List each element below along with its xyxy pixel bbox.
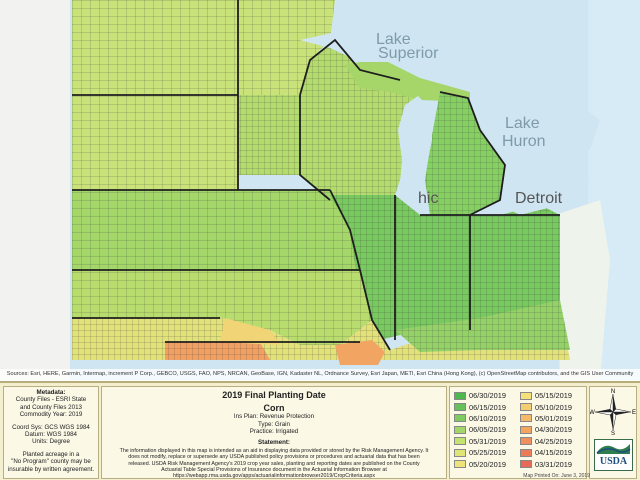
legend-column-1: 06/30/2019 06/15/2019 06/10/2019 06/05/2… — [454, 390, 518, 470]
compass-rose-icon: N S E W — [589, 389, 636, 437]
lake-michigan — [398, 96, 432, 220]
practice: Practice: Irrigated — [249, 428, 299, 436]
legend-swatch — [520, 403, 532, 412]
legend-swatch — [454, 414, 466, 423]
legend-swatch — [454, 448, 466, 457]
legend-label: 06/15/2019 — [469, 402, 506, 412]
map-footer: Metadata: County Files - ESRI State and … — [0, 381, 640, 480]
label-lake-huron: Lake — [505, 115, 540, 132]
metadata-line: Commodity Year: 2019 — [19, 411, 83, 419]
legend-swatch — [520, 414, 532, 423]
legend-item: 03/31/2019 — [520, 458, 584, 469]
printed-date: Map Printed On: June 3, 2019 — [523, 473, 590, 479]
legend-swatch — [520, 425, 532, 434]
legend-label: 05/10/2019 — [535, 402, 572, 412]
logo-box: N S E W USDA — [589, 386, 637, 479]
legend-swatch — [454, 437, 466, 446]
region-yellow-orange — [220, 318, 280, 345]
legend-label: 05/25/2019 — [469, 448, 506, 458]
label-lake-huron-2: Huron — [502, 133, 546, 150]
metadata-line: Datum: WGS 1984 — [25, 431, 77, 439]
legend-item: 06/15/2019 — [454, 401, 518, 412]
metadata-line: and County Files 2013 — [20, 403, 82, 411]
legend-swatch — [520, 460, 532, 469]
legend-label: 05/01/2019 — [535, 413, 572, 423]
label-lake-superior: Lake — [376, 31, 411, 48]
map-canvas[interactable]: Lake Superior Lake Huron Detroit hic — [0, 0, 640, 380]
legend-item: 05/31/2019 — [454, 436, 518, 447]
legend-item: 06/30/2019 — [454, 390, 518, 401]
metadata-line: Planted acreage in a — [22, 450, 80, 458]
metadata-title: Metadata: — [36, 389, 66, 396]
legend-swatch — [454, 460, 466, 469]
metadata-line: "No Program" county may be — [11, 458, 91, 466]
map-info-box: 2019 Final Planting Date Corn Ins Plan: … — [101, 386, 447, 479]
label-lake-superior-2: Superior — [378, 45, 439, 62]
legend-label: 05/31/2019 — [469, 436, 506, 446]
label-detroit: Detroit — [515, 190, 563, 207]
usda-logo-text: USDA — [599, 456, 628, 467]
legend-swatch — [454, 403, 466, 412]
map-crop: Corn — [263, 403, 285, 413]
statement-header: Statement: — [258, 438, 290, 446]
legend-item: 05/25/2019 — [454, 447, 518, 458]
usda-logo: USDA — [594, 439, 633, 471]
compass-e: E — [632, 410, 636, 416]
map-panel[interactable]: Lake Superior Lake Huron Detroit hic Sou… — [0, 0, 640, 380]
ins-plan: Ins Plan: Revenue Protection — [233, 413, 315, 420]
compass-n: N — [611, 389, 615, 395]
legend-swatch — [520, 391, 532, 400]
legend-label: 05/15/2019 — [535, 391, 572, 401]
lake-erie — [500, 175, 590, 215]
lake-huron — [475, 80, 600, 160]
legend-swatch — [454, 391, 466, 400]
compass-w: W — [590, 410, 595, 416]
region-orange-east — [335, 340, 385, 365]
legend-label: 05/20/2019 — [469, 459, 506, 469]
metadata-line: insurable by written agreement. — [7, 465, 95, 473]
legend-item: 04/15/2019 — [520, 447, 584, 458]
legend-label: 06/30/2019 — [469, 391, 506, 401]
region-michigan-up — [345, 58, 470, 102]
legend-label: 04/25/2019 — [535, 436, 572, 446]
compass-s: S — [611, 431, 615, 435]
legend-label: 04/15/2019 — [535, 448, 572, 458]
legend-item: 05/10/2019 — [520, 401, 584, 412]
legend-box: 06/30/2019 06/15/2019 06/10/2019 06/05/2… — [449, 386, 587, 479]
legend-swatch — [520, 437, 532, 446]
legend-label: 06/05/2019 — [469, 425, 506, 435]
legend-column-2: 05/15/2019 05/10/2019 05/01/2019 04/30/2… — [520, 390, 584, 470]
outside-land-west — [0, 0, 70, 380]
metadata-line: Coord Sys: GCS WGS 1984 — [12, 423, 90, 431]
legend-item: 04/30/2019 — [520, 424, 584, 435]
metadata-line: Units: Degree — [32, 438, 70, 446]
map-attribution: Sources: Esri, HERE, Garmin, Intermap, i… — [0, 369, 640, 380]
metadata-box: Metadata: County Files - ESRI State and … — [3, 386, 99, 479]
lake-superior — [300, 10, 500, 62]
legend-item: 06/10/2019 — [454, 413, 518, 424]
statement-text: The information displayed in this map is… — [119, 447, 429, 480]
map-title: 2019 Final Planting Date — [222, 390, 326, 400]
metadata-line: County Files - ESRI State — [15, 396, 87, 404]
crop-type: Type: Grain — [258, 420, 290, 428]
legend-item: 05/15/2019 — [520, 390, 584, 401]
label-chicago: hic — [418, 190, 438, 207]
legend-label: 06/10/2019 — [469, 413, 506, 423]
legend-item: 05/01/2019 — [520, 413, 584, 424]
usda-logo-icon — [596, 444, 631, 454]
legend-label: 03/31/2019 — [535, 459, 572, 469]
legend-item: 04/25/2019 — [520, 436, 584, 447]
legend-swatch — [454, 425, 466, 434]
legend-item: 06/05/2019 — [454, 424, 518, 435]
legend-swatch — [520, 448, 532, 457]
legend-label: 04/30/2019 — [535, 425, 572, 435]
state-borders — [72, 0, 560, 351]
outside-land-east — [555, 200, 610, 380]
legend-item: 05/20/2019 — [454, 458, 518, 469]
